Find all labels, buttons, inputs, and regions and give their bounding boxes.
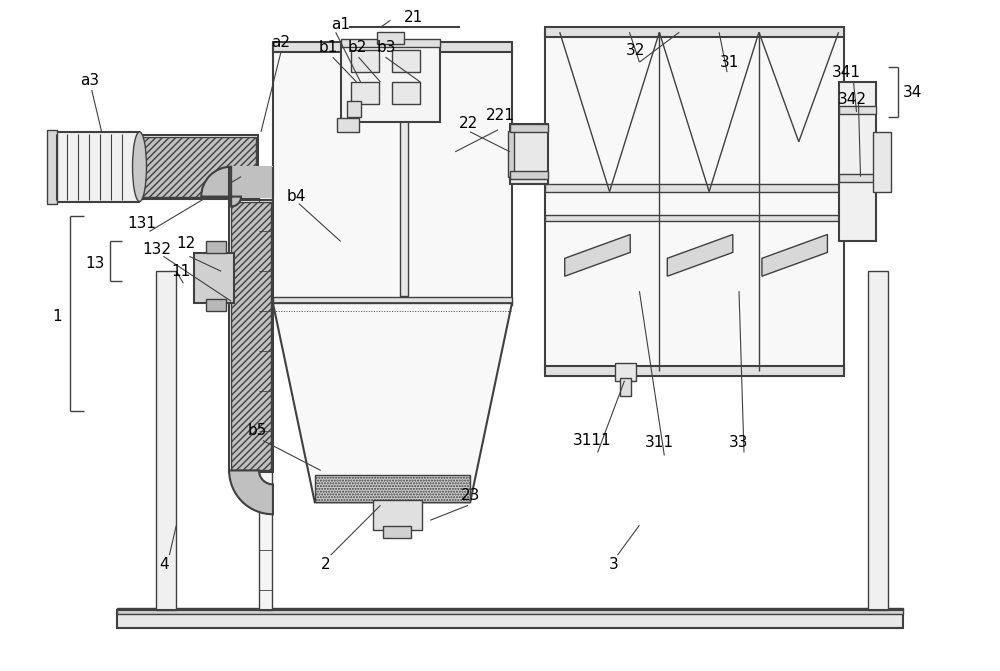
Text: b5: b5 <box>247 423 267 438</box>
Bar <box>873 132 891 192</box>
Wedge shape <box>201 166 241 207</box>
Bar <box>620 378 631 396</box>
Bar <box>273 42 512 52</box>
Bar <box>206 299 226 311</box>
Bar <box>100 135 258 199</box>
Text: b4: b4 <box>286 189 306 204</box>
Bar <box>545 28 844 37</box>
Text: 4: 4 <box>160 556 169 572</box>
Bar <box>839 174 876 182</box>
Bar <box>229 199 273 472</box>
Bar <box>510 124 548 132</box>
Text: 311: 311 <box>645 435 674 450</box>
Text: 31: 31 <box>719 54 739 70</box>
Bar <box>545 366 844 376</box>
Bar <box>341 39 440 47</box>
Polygon shape <box>762 234 827 276</box>
Bar <box>351 82 379 104</box>
Bar <box>510 124 548 184</box>
Bar <box>839 106 876 114</box>
Text: 342: 342 <box>838 93 867 107</box>
Bar <box>229 166 273 197</box>
Text: 21: 21 <box>404 10 423 25</box>
Bar <box>615 363 636 381</box>
Bar <box>392 50 420 72</box>
Bar <box>117 610 903 628</box>
Text: b1: b1 <box>319 40 338 55</box>
Bar <box>545 32 844 371</box>
Bar <box>400 52 408 296</box>
Bar <box>273 44 512 303</box>
Bar <box>194 254 234 303</box>
Bar <box>47 130 57 203</box>
Text: a2: a2 <box>271 35 290 50</box>
Text: b2: b2 <box>348 40 367 55</box>
Bar <box>231 201 271 470</box>
Text: 23: 23 <box>460 488 480 503</box>
Bar <box>383 526 411 538</box>
Text: 131: 131 <box>127 216 156 231</box>
Text: 32: 32 <box>626 43 645 58</box>
Bar <box>510 170 548 178</box>
Ellipse shape <box>133 132 146 201</box>
Bar <box>377 32 404 44</box>
Text: 1: 1 <box>52 309 62 323</box>
Text: 22: 22 <box>459 116 478 132</box>
Text: 13: 13 <box>85 256 104 271</box>
Bar <box>347 101 361 117</box>
Text: 33: 33 <box>729 435 749 450</box>
Bar <box>373 501 422 530</box>
Text: 12: 12 <box>177 236 196 251</box>
Bar <box>50 132 139 201</box>
Text: 341: 341 <box>832 64 861 80</box>
Bar <box>337 118 359 132</box>
Bar <box>508 131 514 176</box>
Bar <box>351 50 379 72</box>
Bar <box>259 172 272 610</box>
Bar <box>102 137 256 197</box>
Bar <box>545 184 844 192</box>
Text: 132: 132 <box>142 242 171 257</box>
Text: 2: 2 <box>321 556 331 572</box>
Bar <box>868 271 888 610</box>
Polygon shape <box>667 234 733 276</box>
Text: a3: a3 <box>80 72 99 87</box>
Polygon shape <box>273 303 512 503</box>
Bar <box>156 271 176 610</box>
Text: a1: a1 <box>331 17 350 32</box>
Polygon shape <box>315 476 470 503</box>
Text: 11: 11 <box>172 264 191 278</box>
Bar <box>392 82 420 104</box>
Bar <box>117 608 903 614</box>
Bar <box>273 297 512 305</box>
Text: 221: 221 <box>486 109 514 123</box>
Bar <box>545 215 844 221</box>
Text: 34: 34 <box>903 85 922 99</box>
Bar <box>341 44 440 122</box>
Bar <box>206 242 226 254</box>
Wedge shape <box>229 470 273 514</box>
Bar <box>839 82 876 242</box>
Polygon shape <box>565 234 630 276</box>
Text: b3: b3 <box>377 40 396 55</box>
Text: 3: 3 <box>609 556 618 572</box>
Text: 3111: 3111 <box>573 433 612 448</box>
